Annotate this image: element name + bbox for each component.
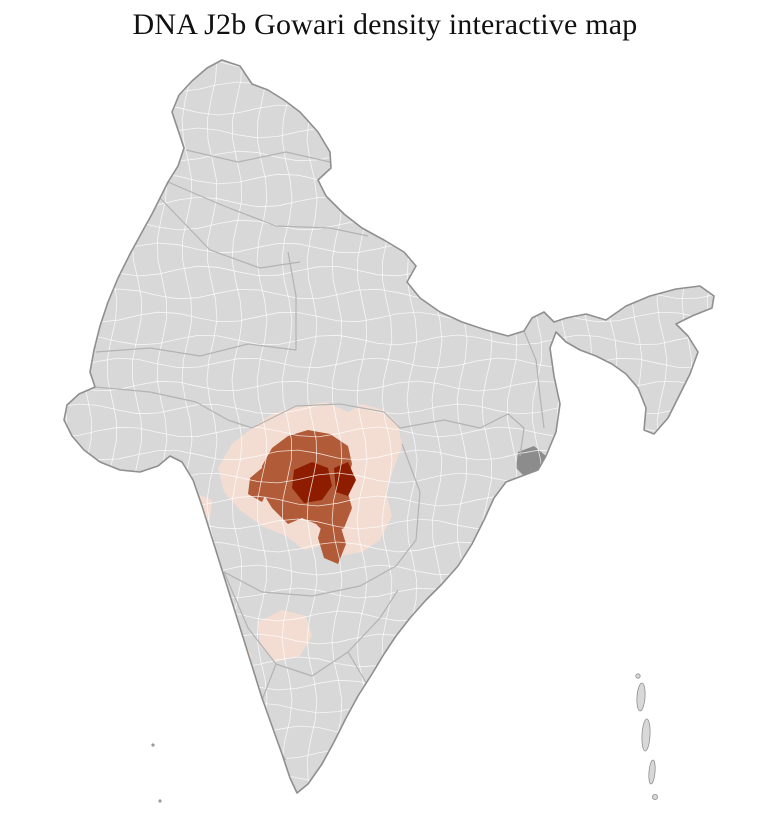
density-region-low-south[interactable] bbox=[258, 610, 312, 662]
state-borders bbox=[94, 149, 545, 761]
andaman-islands[interactable] bbox=[635, 673, 659, 801]
density-region-medium-west-knob[interactable] bbox=[248, 468, 270, 502]
lakshadweep-islands[interactable] bbox=[151, 743, 162, 803]
density-region-medium-south-arm[interactable] bbox=[318, 518, 346, 564]
density-region-high-east[interactable] bbox=[334, 462, 356, 496]
page-title: DNA J2b Gowari density interactive map bbox=[132, 8, 638, 41]
